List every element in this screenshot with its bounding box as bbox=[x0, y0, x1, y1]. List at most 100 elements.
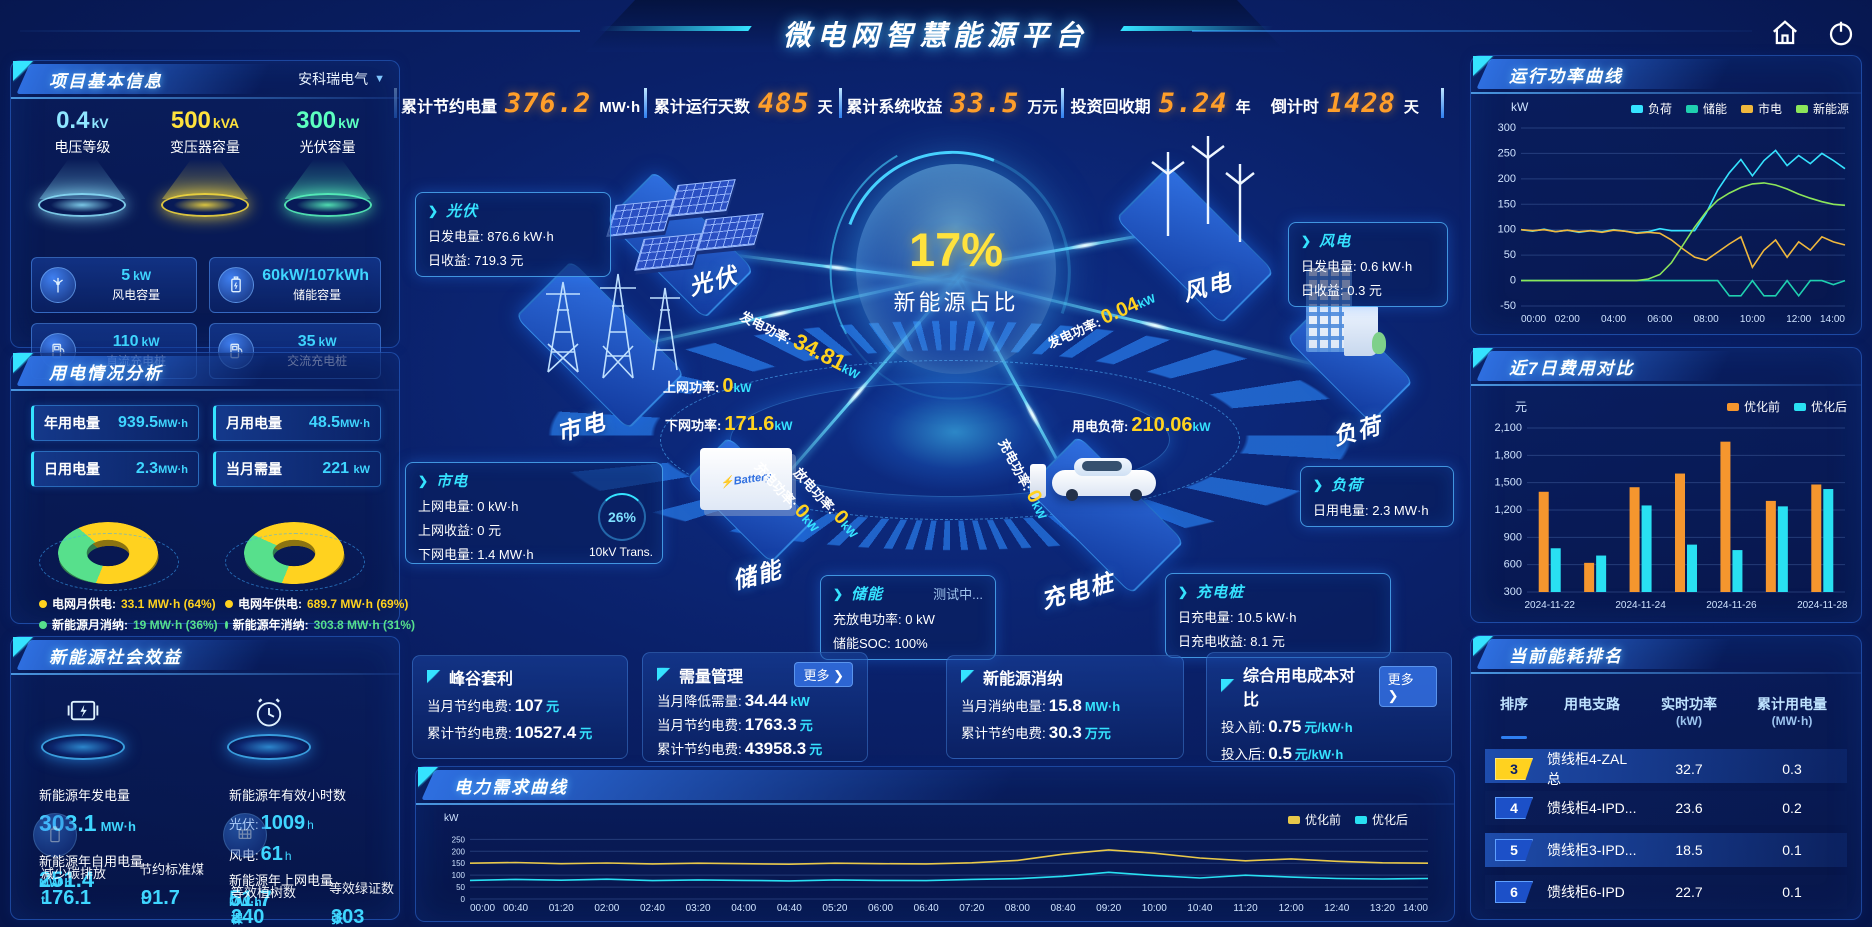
ess-status: 测试中... bbox=[933, 587, 983, 602]
svg-text:100: 100 bbox=[452, 871, 466, 880]
svg-text:06:00: 06:00 bbox=[868, 903, 893, 914]
tree-icon bbox=[1372, 332, 1386, 354]
svg-text:0: 0 bbox=[1510, 275, 1516, 287]
svg-text:150: 150 bbox=[452, 859, 466, 868]
svg-text:12:00: 12:00 bbox=[1786, 314, 1811, 325]
spotlight-pv-capacity: 300 kW 光伏容量 bbox=[272, 107, 384, 217]
clock-icon bbox=[256, 698, 282, 727]
company-select[interactable]: 安科瑞电气 ▼ bbox=[298, 69, 385, 89]
svg-text:900: 900 bbox=[1504, 531, 1522, 543]
svg-text:10:00: 10:00 bbox=[1142, 903, 1167, 914]
stat-day-usage: 日用电量 2.3MW·h bbox=[31, 451, 199, 487]
svg-text:12:40: 12:40 bbox=[1324, 903, 1349, 914]
battery-icon bbox=[218, 267, 255, 303]
legend-item: 储能 bbox=[1685, 100, 1727, 117]
svg-text:04:00: 04:00 bbox=[731, 903, 756, 914]
rank-badge: 6 bbox=[1495, 881, 1533, 903]
rank-badge: 3 bbox=[1495, 758, 1533, 780]
svg-text:14:00: 14:00 bbox=[1403, 903, 1428, 914]
svg-text:13:20: 13:20 bbox=[1370, 903, 1395, 914]
month-supply-donut bbox=[33, 499, 183, 595]
flow-load-power: 用电负荷: 210.06kW bbox=[1072, 414, 1211, 436]
solar-ghost-icon bbox=[223, 813, 267, 857]
legend-item: 优化前 bbox=[1726, 398, 1780, 415]
run-power-panel: 运行功率曲线 kW 负荷 储能 市电 新能源 300 250 200 150 100 50 0 -5… bbox=[1470, 55, 1862, 335]
svg-text:05:20: 05:20 bbox=[822, 903, 847, 914]
project-info-panel: 项目基本信息 安科瑞电气 ▼ 0.4 kV 电压等级 500 kVA 变压器容量 3… bbox=[10, 60, 400, 379]
panel-title: 近7日费用对比 bbox=[1509, 359, 1635, 378]
svg-text:250: 250 bbox=[1498, 147, 1516, 159]
card-peak-valley: 峰谷套利 当月节约电费: 107 元 累计节约电费: 10527.4 元 bbox=[412, 655, 628, 759]
page-title: 微电网智慧能源平台 bbox=[782, 20, 1089, 51]
power-icon[interactable] bbox=[1826, 18, 1856, 48]
svg-text:1,200: 1,200 bbox=[1494, 504, 1522, 516]
svg-text:150: 150 bbox=[1498, 198, 1516, 210]
svg-text:2,100: 2,100 bbox=[1494, 422, 1522, 434]
svg-text:06:40: 06:40 bbox=[914, 903, 939, 914]
svg-text:0: 0 bbox=[461, 895, 466, 904]
transformer-label: 10kV Trans. bbox=[588, 545, 654, 559]
svg-text:2024-11-28: 2024-11-28 bbox=[1797, 600, 1848, 611]
more-button[interactable]: 更多 ❯ bbox=[794, 662, 853, 687]
wind-turbines-icon bbox=[1151, 136, 1255, 242]
glow-pad bbox=[38, 193, 127, 217]
svg-text:02:00: 02:00 bbox=[1555, 314, 1580, 325]
pedestal-glow bbox=[227, 734, 311, 760]
chevron-right-icon: ❯ bbox=[428, 203, 439, 218]
orb-core: 17% 新能源占比 bbox=[856, 164, 1056, 374]
header-line-left bbox=[20, 30, 580, 32]
year-supply-donut bbox=[219, 499, 369, 595]
table-row[interactable]: 3 馈线柜4-ZAL总 32.7 0.3 bbox=[1485, 749, 1847, 787]
renewable-share-orb: 17% 新能源占比 bbox=[798, 108, 1114, 430]
flow-grid-down: 下网功率: 171.6kW bbox=[665, 413, 793, 435]
chevron-right-icon: ❯ bbox=[1178, 584, 1189, 599]
demand-chart-legend[interactable]: 优化前 优化后 bbox=[1287, 811, 1408, 828]
svg-text:00:00: 00:00 bbox=[470, 903, 495, 914]
table-row[interactable]: 5 馈线柜3-IPD... 18.5 0.1 bbox=[1485, 833, 1847, 867]
kpi-run-days: 累计运行天数 485 天 bbox=[653, 87, 833, 119]
platform-glow bbox=[845, 372, 1065, 492]
divider bbox=[839, 88, 843, 118]
panel-title: 用电情况分析 bbox=[49, 364, 163, 383]
company-name: 安科瑞电气 bbox=[298, 71, 369, 87]
run-power-legend[interactable]: 负荷 储能 市电 新能源 bbox=[1630, 100, 1849, 117]
svg-text:10:00: 10:00 bbox=[1740, 314, 1765, 325]
svg-text:04:40: 04:40 bbox=[777, 903, 802, 914]
stat-month-demand: 当月需量 221 kW bbox=[213, 451, 381, 487]
svg-text:100: 100 bbox=[1498, 224, 1516, 236]
card-wind-capacity: 5 kW 风电容量 bbox=[31, 257, 198, 313]
cost-compare-legend[interactable]: 优化前 优化后 bbox=[1726, 398, 1847, 415]
card-renewable-consumption: 新能源消纳 当月消纳电量: 15.8 MW·h 累计节约电费: 30.3 万元 bbox=[946, 655, 1184, 759]
panel-header: 运行功率曲线 bbox=[1471, 56, 1861, 94]
axis-unit-label: 元 bbox=[1515, 400, 1528, 414]
card-storage-capacity: 60kW/107kWh 储能容量 bbox=[209, 257, 381, 313]
panel-header: 近7日费用对比 bbox=[1471, 348, 1861, 386]
divider bbox=[1501, 736, 1527, 739]
ev-node-label: 充电桩 bbox=[1038, 568, 1118, 614]
svg-text:1,500: 1,500 bbox=[1494, 477, 1522, 489]
social-benefit-panel: 新能源社会效益 新能源年发电量 303.1MW·h 新能源年自用电量 251.4… bbox=[10, 636, 400, 927]
glow-pad bbox=[160, 193, 249, 217]
svg-text:09:20: 09:20 bbox=[1096, 903, 1121, 914]
svg-text:08:40: 08:40 bbox=[1051, 903, 1076, 914]
card-corner-icon bbox=[961, 670, 975, 684]
card-cost-comparison: 综合用电成本对比 更多 ❯ 投入前: 0.75 元/kW·h 投入后: 0.5 元/kW… bbox=[1206, 652, 1452, 763]
wind-info-box: ❯ 风电 日发电量: 0.6 kW·h 日收益: 0.3 元 bbox=[1288, 222, 1448, 307]
svg-text:2024-11-26: 2024-11-26 bbox=[1706, 600, 1757, 611]
cost-compare-chart: 2,100 1,800 1,500 1,200 900 600 300 2024-11-22 2… bbox=[1479, 420, 1853, 612]
more-button[interactable]: 更多 ❯ bbox=[1378, 665, 1437, 707]
spotlight-voltage-level: 0.4 kV 电压等级 bbox=[26, 107, 138, 217]
kpi-system-income: 累计系统收益 33.5 万元 bbox=[846, 87, 1058, 119]
divider bbox=[1061, 88, 1065, 118]
rank-badge: 4 bbox=[1495, 797, 1533, 819]
table-row[interactable]: 6 馈线柜6-IPD 22.7 0.1 bbox=[1485, 875, 1847, 909]
svg-text:02:40: 02:40 bbox=[640, 903, 665, 914]
table-row[interactable]: 4 馈线柜4-IPD... 23.6 0.2 bbox=[1485, 791, 1847, 825]
spotlight-transformer-capacity: 500 kVA 变压器容量 bbox=[149, 107, 261, 217]
panel-header: 当前能耗排名 bbox=[1471, 636, 1861, 674]
glow-pad bbox=[283, 193, 372, 217]
year-donut-legend: 电网年供电: 689.7 MW·h (69%) 新能源年消纳: 303.8 MW·h… bbox=[225, 595, 415, 637]
home-icon[interactable] bbox=[1770, 18, 1800, 48]
svg-text:00:40: 00:40 bbox=[503, 903, 528, 914]
pedestal-glow bbox=[41, 734, 125, 760]
